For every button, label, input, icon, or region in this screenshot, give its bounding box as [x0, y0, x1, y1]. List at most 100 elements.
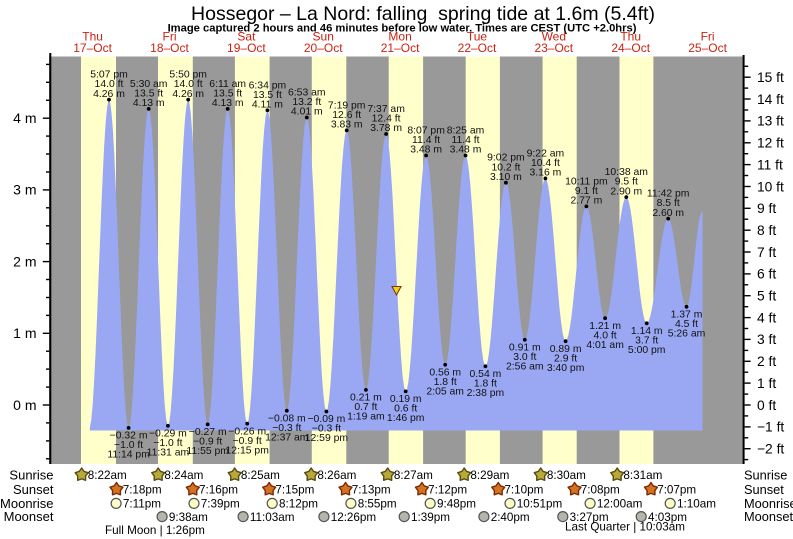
- svg-text:1:46 pm: 1:46 pm: [387, 413, 425, 424]
- svg-text:7:39pm: 7:39pm: [201, 498, 240, 511]
- svg-text:7:18pm: 7:18pm: [123, 484, 162, 497]
- svg-text:1:10am: 1:10am: [677, 498, 716, 511]
- svg-text:Sunrise: Sunrise: [744, 467, 787, 482]
- svg-text:9:38am: 9:38am: [169, 511, 208, 524]
- svg-text:11:31 am: 11:31 am: [147, 448, 190, 459]
- svg-text:0.89 m: 0.89 m: [550, 344, 582, 355]
- svg-text:3.83 m: 3.83 m: [331, 120, 363, 131]
- svg-text:2.60 m: 2.60 m: [652, 208, 684, 219]
- svg-text:8:07 pm: 8:07 pm: [407, 126, 445, 137]
- svg-text:2:40pm: 2:40pm: [491, 511, 530, 524]
- svg-text:3.0 ft: 3.0 ft: [513, 352, 536, 363]
- svg-text:5:26 am: 5:26 am: [668, 329, 706, 340]
- svg-text:1.21 m: 1.21 m: [589, 321, 621, 332]
- svg-text:9:48pm: 9:48pm: [437, 498, 476, 511]
- svg-text:7:10pm: 7:10pm: [504, 484, 543, 497]
- svg-text:−0.3 ft: −0.3 ft: [272, 423, 301, 434]
- svg-text:Hossegor – La Nord: falling s: Hossegor – La Nord: falling spring tide …: [191, 3, 655, 25]
- svg-text:14.0 ft: 14.0 ft: [95, 79, 124, 90]
- svg-text:12.6 ft: 12.6 ft: [332, 110, 361, 121]
- svg-text:Fri: Fri: [163, 30, 177, 44]
- svg-text:3.48 m: 3.48 m: [410, 145, 442, 156]
- svg-text:11:14 pm: 11:14 pm: [107, 450, 150, 461]
- svg-text:14 ft: 14 ft: [757, 92, 784, 107]
- svg-text:4 ft: 4 ft: [757, 310, 776, 325]
- svg-text:Image captured 2 hours and 46: Image captured 2 hours and 46 minutes be…: [168, 23, 637, 35]
- svg-text:6 ft: 6 ft: [757, 267, 776, 282]
- svg-text:12:00am: 12:00am: [597, 498, 642, 511]
- svg-text:3:27pm: 3:27pm: [570, 511, 609, 524]
- svg-text:13.5 ft: 13.5 ft: [134, 89, 163, 100]
- svg-text:11 ft: 11 ft: [757, 157, 783, 172]
- svg-text:1:19 am: 1:19 am: [347, 412, 385, 423]
- svg-text:21–Oct: 21–Oct: [381, 41, 420, 55]
- svg-text:0.56 m: 0.56 m: [429, 368, 461, 379]
- svg-text:15 ft: 15 ft: [757, 70, 784, 85]
- svg-text:9:22 am: 9:22 am: [527, 148, 565, 159]
- svg-text:11.4 ft: 11.4 ft: [412, 135, 440, 146]
- svg-text:3.7 ft: 3.7 ft: [635, 336, 658, 347]
- svg-text:7:19 pm: 7:19 pm: [328, 100, 366, 111]
- svg-text:0 ft: 0 ft: [757, 398, 776, 413]
- svg-text:12:59 pm: 12:59 pm: [305, 433, 348, 444]
- svg-text:7:16pm: 7:16pm: [199, 484, 238, 497]
- svg-text:2:38 pm: 2:38 pm: [467, 388, 505, 399]
- svg-text:3.48 m: 3.48 m: [450, 145, 482, 156]
- svg-text:Wed: Wed: [542, 30, 566, 44]
- svg-text:1.37 m: 1.37 m: [671, 310, 703, 321]
- svg-text:2:56 am: 2:56 am: [506, 362, 544, 373]
- svg-text:−1.0 ft: −1.0 ft: [114, 440, 143, 451]
- svg-text:1.8 ft: 1.8 ft: [474, 379, 497, 390]
- svg-text:8.5 ft: 8.5 ft: [657, 198, 680, 209]
- svg-text:1 m: 1 m: [13, 325, 36, 341]
- svg-text:3 m: 3 m: [13, 182, 36, 198]
- svg-text:8:25am: 8:25am: [241, 469, 280, 482]
- svg-text:13.2 ft: 13.2 ft: [292, 97, 321, 108]
- svg-text:5:50 pm: 5:50 pm: [169, 70, 207, 81]
- svg-text:−0.29 m: −0.29 m: [149, 429, 187, 440]
- svg-text:8:25 am: 8:25 am: [447, 126, 485, 137]
- svg-text:1 ft: 1 ft: [757, 376, 776, 391]
- svg-text:4.26 m: 4.26 m: [93, 89, 125, 100]
- svg-text:18–Oct: 18–Oct: [150, 41, 189, 55]
- svg-text:4.0 ft: 4.0 ft: [594, 330, 617, 341]
- svg-text:11:42 pm: 11:42 pm: [647, 189, 690, 200]
- svg-text:9:02 pm: 9:02 pm: [487, 153, 525, 164]
- svg-text:7:13pm: 7:13pm: [352, 484, 391, 497]
- svg-text:8:31am: 8:31am: [623, 469, 662, 482]
- svg-text:−0.27 m: −0.27 m: [189, 427, 227, 438]
- svg-text:Sunset: Sunset: [744, 482, 784, 497]
- svg-text:2.9 ft: 2.9 ft: [554, 353, 577, 364]
- svg-text:Sunrise: Sunrise: [9, 467, 53, 482]
- svg-text:−0.09 m: −0.09 m: [307, 414, 345, 425]
- svg-text:0.21 m: 0.21 m: [350, 393, 382, 404]
- svg-text:20–Oct: 20–Oct: [304, 41, 343, 55]
- svg-text:13.5 ft: 13.5 ft: [213, 89, 242, 100]
- svg-text:4 m: 4 m: [13, 110, 36, 126]
- svg-text:Mon: Mon: [388, 30, 411, 44]
- svg-text:14.0 ft: 14.0 ft: [174, 79, 203, 90]
- svg-text:−0.32 m: −0.32 m: [110, 431, 148, 442]
- svg-text:4.13 m: 4.13 m: [212, 98, 244, 109]
- svg-text:5:07 pm: 5:07 pm: [90, 70, 128, 81]
- svg-text:9 ft: 9 ft: [757, 201, 776, 216]
- svg-text:13.5 ft: 13.5 ft: [253, 90, 282, 101]
- svg-text:3 ft: 3 ft: [757, 332, 776, 347]
- svg-text:3:40 pm: 3:40 pm: [547, 363, 585, 374]
- svg-text:−1.0 ft: −1.0 ft: [153, 438, 182, 449]
- svg-text:11.4 ft: 11.4 ft: [451, 135, 479, 146]
- svg-text:5:00 pm: 5:00 pm: [628, 345, 666, 356]
- svg-text:8:12pm: 8:12pm: [279, 498, 318, 511]
- svg-text:−1 ft: −1 ft: [757, 420, 784, 435]
- svg-text:25–Oct: 25–Oct: [688, 41, 727, 55]
- svg-text:−0.08 m: −0.08 m: [268, 413, 306, 424]
- svg-text:0.6 ft: 0.6 ft: [394, 404, 417, 415]
- svg-text:2.90 m: 2.90 m: [610, 186, 642, 197]
- svg-text:12.4 ft: 12.4 ft: [372, 114, 401, 125]
- svg-text:7:12pm: 7:12pm: [428, 484, 467, 497]
- svg-text:Full Moon | 1:26pm: Full Moon | 1:26pm: [105, 524, 205, 537]
- svg-text:2.77 m: 2.77 m: [571, 196, 603, 207]
- svg-text:13 ft: 13 ft: [757, 114, 784, 129]
- svg-text:Thu: Thu: [620, 30, 641, 44]
- svg-text:4.01 m: 4.01 m: [291, 107, 323, 118]
